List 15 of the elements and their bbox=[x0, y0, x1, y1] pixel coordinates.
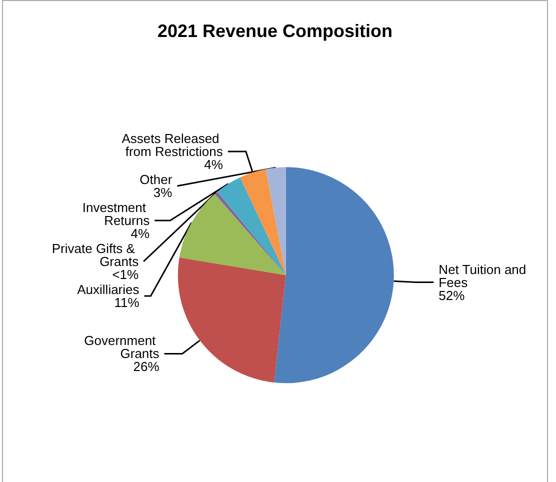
slice-label: Government Grants bbox=[84, 333, 160, 362]
data-label: 3% bbox=[153, 184, 173, 200]
slice-label: Net Tuition and Fees bbox=[438, 262, 530, 290]
data-label: <1% bbox=[112, 266, 140, 282]
data-label: 4% bbox=[204, 156, 224, 172]
slice-label: Investment Returns bbox=[82, 200, 150, 228]
data-label: 4% bbox=[130, 226, 150, 241]
slice-label: Other bbox=[140, 172, 173, 187]
slice-label: Auxilliaries bbox=[77, 282, 140, 297]
data-label: 11% bbox=[114, 294, 140, 310]
chart-title: 2021 Revenue Composition bbox=[157, 21, 393, 41]
data-label: 26% bbox=[133, 359, 160, 374]
slice-label: Private Gifts & Grants bbox=[52, 240, 140, 269]
slice-label: Assets Released from Restrictions bbox=[122, 130, 224, 159]
data-label: 52% bbox=[438, 288, 466, 303]
